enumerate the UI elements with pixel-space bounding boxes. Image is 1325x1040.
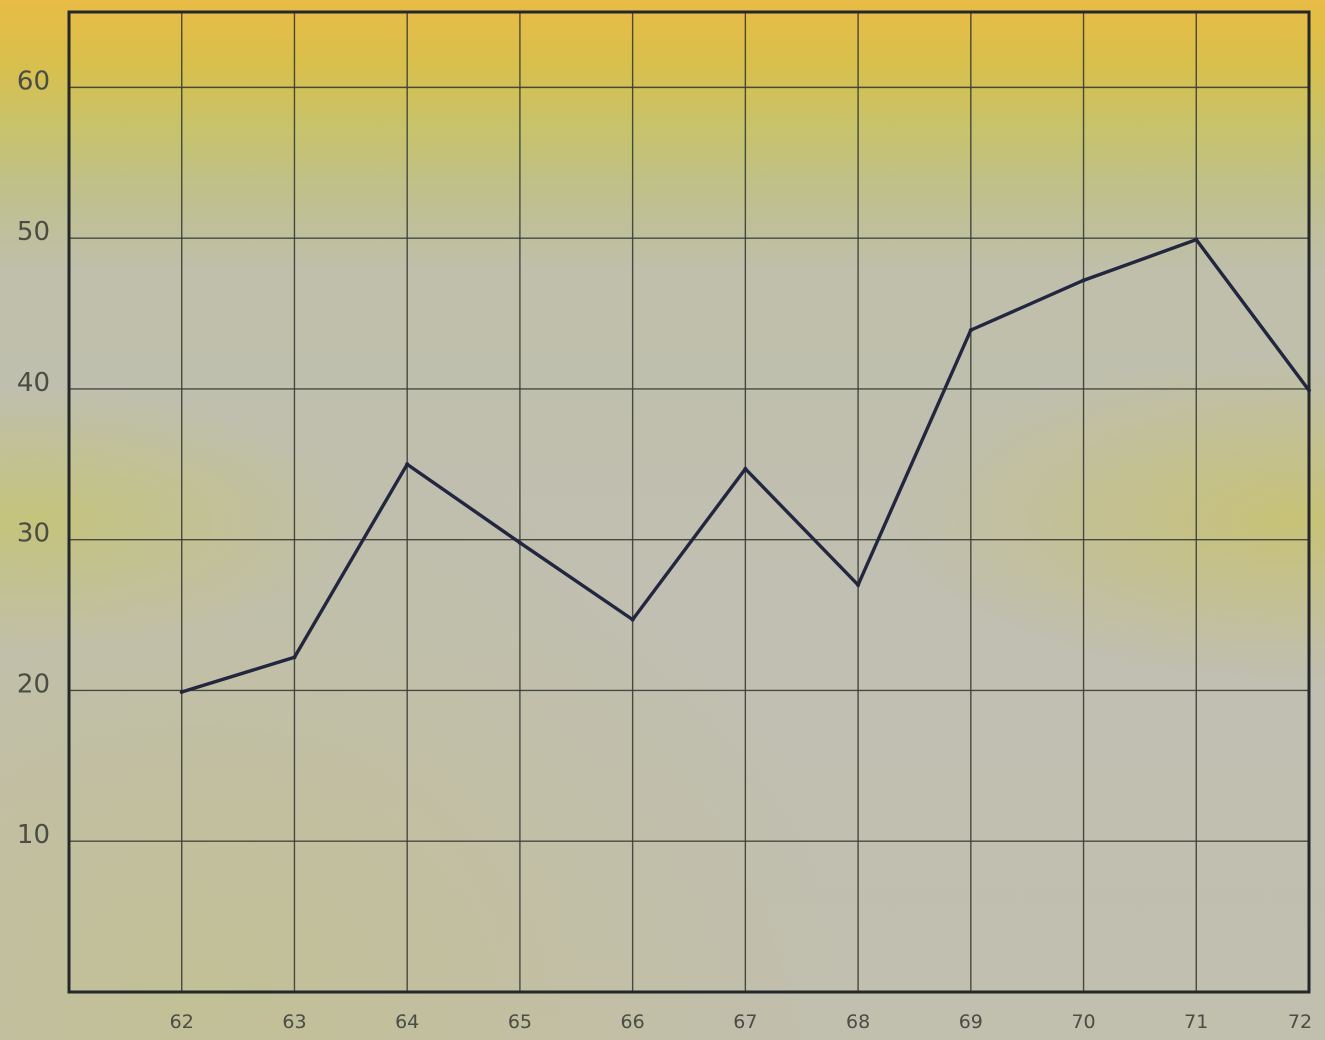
data-point <box>517 540 522 545</box>
data-point <box>1307 388 1311 393</box>
plot-frame <box>67 10 1311 994</box>
x-tick-label: 65 <box>508 1011 532 1033</box>
x-tick-label: 69 <box>959 1011 983 1033</box>
x-tick-label: 68 <box>846 1011 870 1033</box>
x-tick-label: 62 <box>170 1011 194 1033</box>
data-point <box>292 655 297 660</box>
data-point <box>743 466 748 471</box>
series-group <box>179 237 1311 694</box>
y-tick-label: 60 <box>17 66 50 96</box>
data-point <box>856 582 861 587</box>
x-tick-label: 72 <box>1288 1011 1312 1033</box>
data-point <box>179 689 184 694</box>
x-tick-label: 70 <box>1071 1011 1095 1033</box>
x-tick-label: 64 <box>395 1011 419 1033</box>
data-point <box>405 462 410 467</box>
y-tick-label: 40 <box>17 368 50 398</box>
y-tick-label: 10 <box>17 820 50 850</box>
data-point <box>1081 278 1086 283</box>
vertical-grid-lines <box>181 12 1310 992</box>
data-point <box>630 617 635 622</box>
x-tick-label: 63 <box>282 1011 306 1033</box>
x-axis-tick-labels: 62 63 64 65 66 67 68 69 70 71 72 <box>170 1011 1312 1033</box>
y-tick-label: 20 <box>17 669 50 699</box>
y-tick-label: 50 <box>17 217 50 247</box>
data-point <box>968 328 973 333</box>
x-tick-label: 71 <box>1184 1011 1208 1033</box>
horizontal-grid-lines <box>69 86 1309 842</box>
y-axis-tick-labels: 10 20 30 40 50 60 <box>17 66 50 850</box>
x-tick-label: 67 <box>733 1011 757 1033</box>
y-tick-label: 30 <box>17 519 50 549</box>
data-point <box>1194 237 1199 242</box>
x-tick-label: 66 <box>621 1011 645 1033</box>
